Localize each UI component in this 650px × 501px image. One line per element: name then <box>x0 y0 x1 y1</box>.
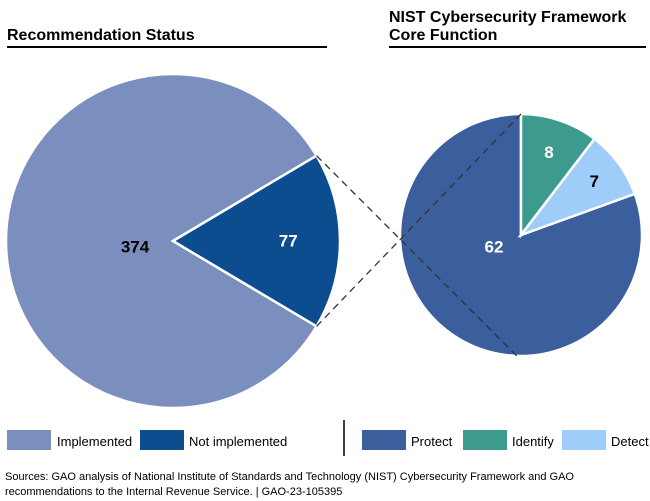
legend-swatch-not-implemented <box>140 430 184 450</box>
right-chart-title-line-1: NIST Cybersecurity Framework <box>389 9 627 26</box>
legend-swatch-protect <box>362 430 406 450</box>
core-function-pie: 62 8 7 <box>398 112 644 358</box>
legend-label-identify: Identify <box>512 434 554 449</box>
right-chart-title-line-2: Core Function <box>389 27 497 44</box>
legend-swatch-detect <box>562 430 606 450</box>
source-line-1: Sources: GAO analysis of National Instit… <box>5 471 574 483</box>
source-note: Sources: GAO analysis of National Instit… <box>5 470 645 500</box>
legend-label-not-implemented: Not implemented <box>189 434 287 449</box>
detect-slice <box>517 137 637 238</box>
identify-slice <box>519 112 597 239</box>
connector-lines <box>316 113 522 357</box>
legend: Implemented Not implemented Protect Iden… <box>7 420 649 456</box>
legend-label-protect: Protect <box>411 434 453 449</box>
not-implemented-value-label: 77 <box>279 232 298 251</box>
leader-line-top <box>316 113 522 327</box>
identify-value-label: 8 <box>544 143 553 162</box>
legend-swatch-implemented <box>7 430 51 450</box>
detect-value-label: 7 <box>589 172 598 191</box>
left-chart-title: Recommendation Status <box>7 27 195 44</box>
legend-label-detect: Detect <box>611 434 649 449</box>
legend-swatch-identify <box>463 430 507 450</box>
protect-value-label: 62 <box>485 238 504 257</box>
legend-label-implemented: Implemented <box>57 434 132 449</box>
recommendation-status-pie: 374 77 <box>4 72 342 410</box>
implemented-slice <box>4 72 319 410</box>
source-line-2: recommendations to the Internal Revenue … <box>5 486 343 498</box>
not-implemented-slice <box>170 153 342 329</box>
implemented-value-label: 374 <box>121 238 150 257</box>
